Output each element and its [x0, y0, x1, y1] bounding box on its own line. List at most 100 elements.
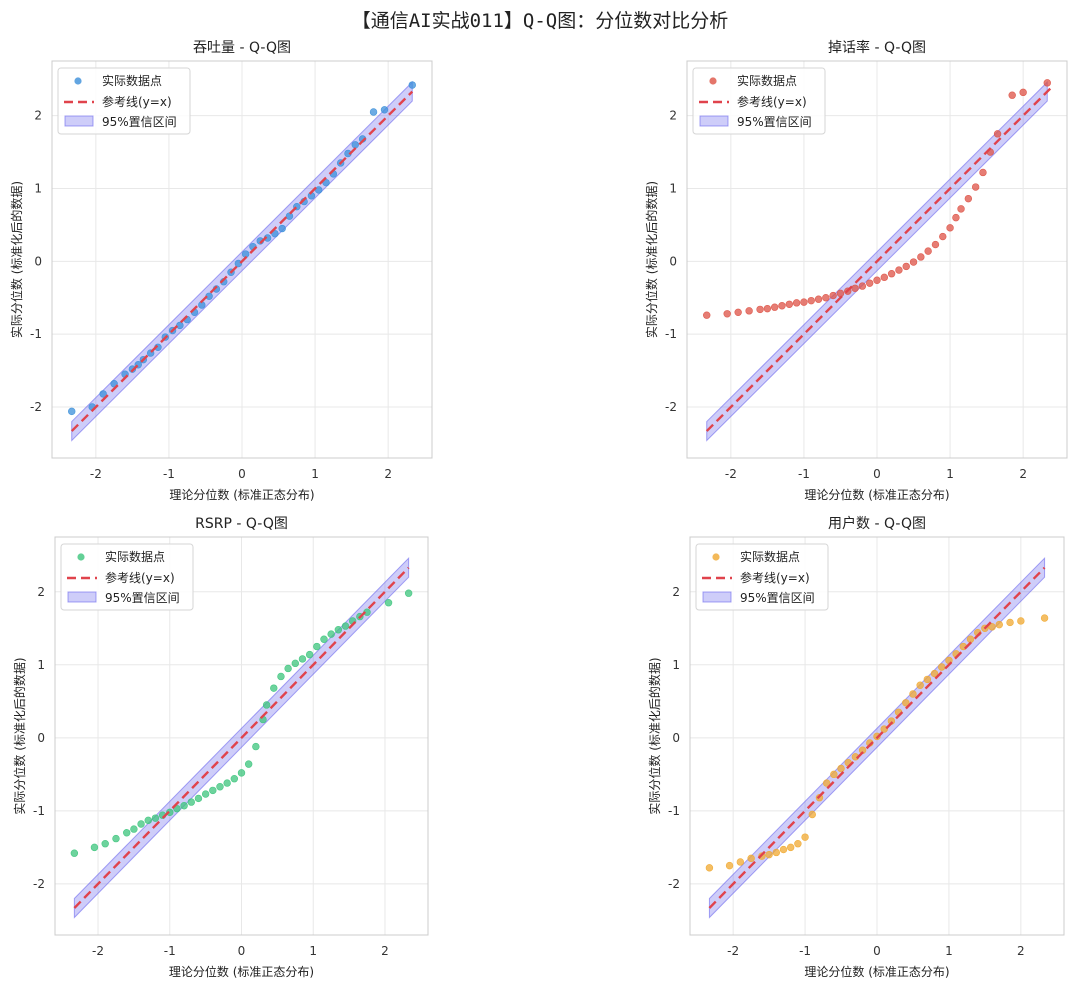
y-tick-label: -1 — [665, 327, 677, 341]
data-point — [971, 183, 980, 191]
y-tick-label: -2 — [30, 400, 42, 414]
data-point — [209, 786, 217, 795]
data-point — [334, 626, 343, 634]
data-point — [110, 379, 118, 388]
axes-frame — [686, 60, 1068, 459]
data-point — [836, 289, 845, 298]
y-axis-label: 实际分位数 (标准化后的数据) — [647, 657, 662, 814]
legend-label: 参考线(y=x) — [740, 570, 810, 585]
data-point — [865, 279, 874, 287]
data-point — [995, 620, 1003, 629]
legend-label: 实际数据点 — [105, 549, 165, 564]
legend-label: 95%置信区间 — [102, 115, 177, 129]
data-point — [736, 858, 745, 866]
data-point — [298, 655, 307, 663]
data-point — [952, 213, 960, 222]
x-tick-label: 0 — [873, 467, 881, 481]
reference-line — [73, 566, 410, 909]
data-point — [822, 779, 831, 787]
data-point — [909, 258, 918, 266]
data-point — [916, 681, 924, 689]
data-point — [305, 650, 314, 659]
legend-label: 实际数据点 — [737, 73, 797, 88]
data-point — [800, 298, 808, 306]
legend-label: 95%置信区间 — [105, 591, 180, 605]
data-point — [327, 630, 335, 638]
data-point — [705, 864, 714, 872]
data-point — [786, 843, 795, 852]
data-point — [123, 829, 131, 837]
y-tick-label: -1 — [668, 804, 680, 818]
x-tick-label: -1 — [799, 944, 811, 958]
data-point — [829, 291, 837, 300]
y-tick-label: -2 — [668, 877, 680, 891]
x-tick-label: 2 — [1017, 944, 1025, 958]
data-point — [725, 861, 734, 870]
legend-marker-band — [702, 591, 732, 603]
data-point — [315, 186, 323, 194]
data-point — [939, 232, 947, 241]
data-point — [772, 848, 781, 857]
panel-title: RSRP - Q-Q图 — [195, 516, 288, 532]
x-tick-label: 1 — [309, 944, 317, 958]
data-point — [930, 669, 939, 678]
x-tick-label: -1 — [163, 467, 175, 481]
x-tick-label: 2 — [1019, 467, 1027, 481]
legend-marker-band — [699, 115, 729, 127]
x-tick-label: 1 — [311, 467, 319, 481]
data-point — [70, 849, 79, 857]
data-point — [801, 833, 809, 841]
x-axis-label: 理论分位数 (标准正态分布) — [169, 964, 314, 979]
data-point — [244, 760, 253, 768]
data-point — [1019, 88, 1027, 97]
data-point — [1006, 618, 1014, 627]
x-tick-label: -1 — [164, 944, 176, 958]
data-point — [380, 106, 389, 114]
data-point — [785, 300, 794, 308]
data-point — [814, 295, 823, 303]
data-point — [858, 282, 867, 290]
x-tick-label: 0 — [873, 944, 881, 958]
data-point — [756, 305, 764, 314]
x-tick-label: 0 — [238, 944, 246, 958]
legend-marker-points — [74, 77, 82, 85]
data-point — [993, 130, 1002, 138]
y-axis-label: 实际分位数 (标准化后的数据) — [12, 657, 27, 814]
data-point — [262, 701, 271, 709]
data-point — [763, 304, 772, 313]
data-point — [384, 599, 393, 607]
y-tick-label: 1 — [672, 658, 680, 672]
data-point — [237, 769, 246, 777]
y-tick-label: 0 — [669, 254, 677, 268]
y-tick-label: 1 — [34, 181, 42, 195]
data-point — [285, 212, 294, 220]
y-tick-label: 2 — [672, 585, 680, 599]
data-point — [408, 81, 416, 89]
data-point — [320, 635, 328, 643]
data-point — [277, 672, 285, 681]
y-tick-label: 2 — [37, 585, 45, 599]
legend-box — [60, 543, 194, 611]
y-tick-label: 2 — [669, 109, 677, 123]
data-point — [765, 850, 773, 859]
data-point — [112, 834, 120, 843]
data-point — [180, 802, 188, 810]
x-tick-label: 2 — [384, 467, 392, 481]
axes-frame — [51, 60, 433, 459]
data-point — [808, 810, 816, 819]
legend-box — [695, 543, 829, 611]
data-point — [923, 675, 932, 684]
data-point — [837, 764, 845, 773]
data-point — [404, 589, 413, 597]
data-point — [747, 854, 755, 863]
y-tick-label: 1 — [37, 658, 45, 672]
legend-marker-band — [67, 591, 97, 603]
x-tick-label: 2 — [381, 944, 389, 958]
data-point — [291, 659, 299, 668]
legend-label: 参考线(y=x) — [737, 94, 807, 109]
data-point — [779, 845, 788, 854]
data-point — [1008, 91, 1016, 99]
